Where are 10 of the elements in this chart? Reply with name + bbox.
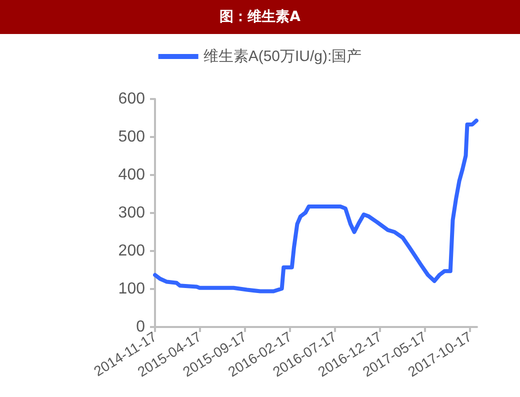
y-tick-label: 300 xyxy=(118,204,146,222)
y-tick-label: 0 xyxy=(136,318,146,336)
y-tick-label: 200 xyxy=(118,242,146,260)
y-tick-label: 600 xyxy=(118,90,146,108)
y-tick-label: 100 xyxy=(118,280,146,298)
chart-title: 图：维生素A xyxy=(0,0,520,34)
legend-label: 维生素A(50万IU/g):国产 xyxy=(203,48,362,65)
y-tick-label: 500 xyxy=(118,128,146,146)
y-tick-label: 400 xyxy=(118,166,146,184)
line-series xyxy=(153,118,478,294)
